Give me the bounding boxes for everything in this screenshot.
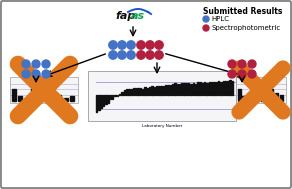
Text: as: as: [131, 11, 145, 21]
Bar: [51, 98, 55, 101]
Text: Submitted Results: Submitted Results: [203, 6, 282, 15]
Bar: [126, 89, 127, 95]
Circle shape: [228, 70, 236, 78]
Bar: [213, 82, 215, 95]
Bar: [215, 82, 217, 95]
Bar: [131, 89, 132, 95]
Bar: [88, 71, 236, 121]
Bar: [117, 95, 118, 96]
Bar: [37, 97, 42, 101]
Bar: [280, 95, 283, 101]
Bar: [105, 95, 107, 104]
Bar: [197, 82, 199, 95]
Text: Laboratory Number: Laboratory Number: [142, 124, 182, 128]
Bar: [107, 95, 109, 103]
Circle shape: [127, 41, 135, 49]
Bar: [266, 98, 269, 101]
Bar: [204, 82, 206, 95]
Circle shape: [118, 41, 126, 49]
Bar: [209, 82, 210, 95]
Bar: [124, 90, 125, 95]
Bar: [186, 83, 187, 95]
Bar: [193, 83, 194, 95]
Bar: [165, 85, 166, 95]
Circle shape: [42, 70, 50, 78]
Bar: [163, 86, 164, 95]
Bar: [230, 81, 231, 95]
Circle shape: [109, 41, 117, 49]
Bar: [218, 81, 219, 95]
Circle shape: [155, 41, 163, 49]
Bar: [101, 95, 102, 108]
Bar: [227, 81, 228, 95]
Bar: [44, 96, 48, 101]
Bar: [211, 82, 212, 95]
Bar: [135, 88, 136, 95]
Bar: [174, 84, 175, 95]
Bar: [195, 84, 196, 95]
Circle shape: [146, 51, 154, 59]
Text: Spectrophotometric: Spectrophotometric: [211, 25, 280, 31]
Bar: [160, 86, 162, 95]
Bar: [223, 81, 224, 95]
Bar: [237, 89, 241, 101]
Circle shape: [203, 16, 209, 22]
Bar: [121, 92, 123, 95]
Bar: [57, 95, 61, 101]
Bar: [172, 84, 173, 95]
Bar: [247, 98, 250, 101]
Circle shape: [238, 70, 246, 78]
Circle shape: [137, 41, 145, 49]
Circle shape: [22, 70, 30, 78]
Bar: [10, 77, 78, 103]
Circle shape: [155, 51, 163, 59]
Bar: [103, 95, 104, 106]
Bar: [167, 85, 169, 95]
Bar: [183, 83, 185, 95]
Bar: [142, 88, 143, 95]
Bar: [63, 98, 68, 101]
Bar: [140, 88, 141, 95]
Circle shape: [32, 60, 40, 68]
Bar: [133, 88, 134, 95]
Bar: [236, 77, 286, 103]
Bar: [147, 88, 148, 95]
Circle shape: [109, 51, 117, 59]
Bar: [190, 84, 192, 95]
Circle shape: [238, 60, 246, 68]
Bar: [128, 89, 130, 95]
Text: fap: fap: [115, 11, 135, 21]
Bar: [110, 95, 111, 99]
Bar: [114, 95, 116, 96]
Bar: [225, 81, 226, 95]
Bar: [188, 83, 190, 95]
Bar: [25, 98, 29, 101]
Bar: [158, 86, 159, 95]
Bar: [232, 81, 233, 95]
Circle shape: [22, 60, 30, 68]
Bar: [138, 88, 139, 95]
Bar: [252, 96, 255, 101]
Bar: [270, 89, 273, 101]
Bar: [242, 96, 245, 101]
Bar: [70, 96, 74, 101]
Bar: [156, 86, 157, 95]
Bar: [256, 94, 259, 101]
Bar: [181, 83, 182, 95]
Circle shape: [248, 70, 256, 78]
Circle shape: [32, 70, 40, 78]
Circle shape: [203, 25, 209, 31]
Bar: [202, 83, 203, 95]
Bar: [119, 94, 120, 95]
Bar: [31, 88, 35, 101]
Bar: [179, 84, 180, 95]
Bar: [154, 87, 155, 95]
Bar: [170, 84, 171, 95]
Bar: [220, 82, 222, 95]
Bar: [112, 95, 114, 99]
Bar: [199, 82, 201, 95]
Circle shape: [137, 51, 145, 59]
Bar: [206, 83, 208, 95]
Bar: [98, 95, 100, 110]
